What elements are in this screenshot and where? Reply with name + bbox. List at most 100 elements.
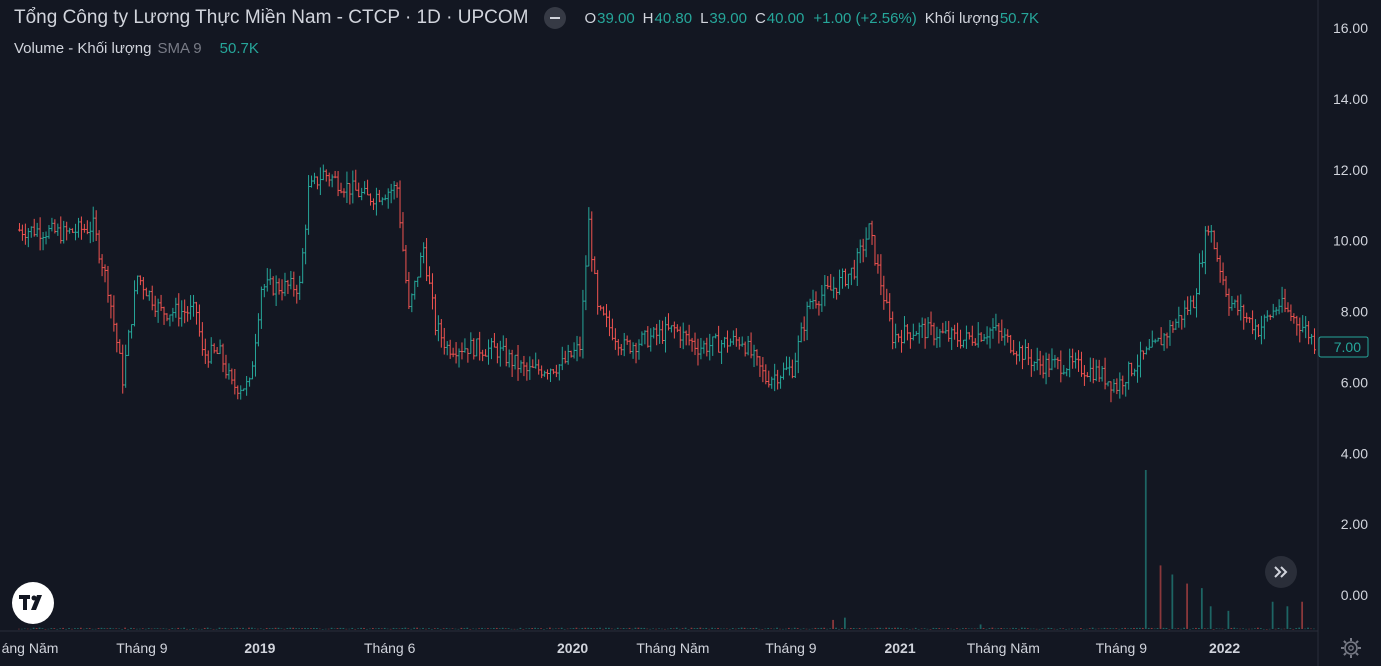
volume-sma: SMA 9 — [157, 39, 202, 57]
volume-bar — [661, 628, 663, 630]
volume-bar — [1215, 628, 1218, 629]
symbol-title[interactable]: Tổng Công ty Lương Thực Miền Nam - CTCP … — [14, 7, 529, 28]
x-tick-label: 2020 — [557, 640, 588, 656]
volume-bar — [888, 627, 891, 629]
volume-bar — [646, 628, 649, 630]
last-price-badge — [1318, 336, 1369, 358]
volume-bar — [1177, 628, 1180, 629]
volume-bar — [56, 628, 59, 630]
volume-bar — [675, 627, 678, 629]
volume-bar — [1171, 574, 1174, 629]
volume-bar — [171, 628, 174, 629]
volume-bar — [867, 628, 870, 630]
volume-bar — [265, 628, 268, 629]
volume-bar — [858, 628, 861, 629]
volume-bar — [242, 627, 244, 629]
volume-bar — [649, 628, 652, 630]
volume-bar — [1218, 628, 1221, 630]
volume-bar — [168, 628, 171, 630]
volume-bar — [528, 628, 531, 629]
volume-bar — [1254, 628, 1256, 629]
tradingview-logo-icon[interactable] — [12, 582, 54, 624]
volume-bar — [189, 628, 191, 630]
volume-bar — [1021, 627, 1023, 629]
volume-bar — [1200, 588, 1203, 629]
volume-bar — [433, 628, 436, 629]
volume-bar — [799, 628, 802, 630]
volume-bar — [1141, 627, 1144, 629]
change-value: +1.00 (+2.56%) — [813, 9, 917, 27]
minus-icon[interactable] — [544, 7, 567, 29]
volume-bar — [165, 628, 168, 630]
volume-bar — [599, 627, 601, 629]
volume-bar — [112, 628, 115, 629]
volume-bar — [1050, 628, 1053, 629]
volume-bar — [463, 628, 466, 629]
gear-icon[interactable] — [1339, 636, 1363, 660]
volume-bar — [1041, 628, 1044, 629]
volume-bar — [274, 627, 277, 629]
volume-bar — [1224, 628, 1227, 630]
volume-bar — [498, 628, 501, 629]
x-tick-label: 2019 — [244, 640, 275, 656]
volume-bar — [658, 628, 660, 629]
x-tick-label: áng Năm — [2, 640, 59, 656]
volume-bar — [460, 627, 463, 629]
volume-bar — [203, 627, 206, 629]
volume-bar — [1032, 628, 1035, 630]
volume-bar — [1251, 628, 1253, 630]
volume-bar — [404, 627, 407, 629]
volume-bar — [271, 628, 274, 629]
volume-bar — [726, 628, 728, 630]
volume-bar — [504, 628, 507, 629]
volume-bar — [838, 628, 840, 630]
volume-bar — [959, 628, 961, 630]
volume-legend[interactable]: Volume - Khối lượng SMA 9 50.7K — [14, 38, 259, 58]
volume-bar — [256, 628, 259, 630]
volume-bar — [1012, 627, 1014, 629]
volume-bar — [487, 628, 489, 629]
volume-bar — [587, 627, 590, 629]
volume-bar — [1106, 628, 1109, 629]
volume-bar — [304, 627, 306, 629]
volume-bar — [808, 628, 811, 630]
volume-bar — [215, 628, 218, 630]
volume-bar — [68, 628, 70, 629]
volume-bar — [572, 628, 575, 629]
close-key: C — [754, 9, 766, 27]
volume-bar — [841, 628, 843, 629]
volume-bar — [50, 628, 53, 629]
volume-bar — [133, 628, 135, 629]
volume-bar — [510, 628, 513, 630]
volume-bar — [383, 627, 386, 629]
volume-bar — [351, 627, 354, 629]
volume-bar — [991, 627, 994, 629]
symbol-legend: Tổng Công ty Lương Thực Miền Nam - CTCP … — [14, 6, 1039, 30]
volume-bar — [18, 628, 20, 630]
volume-bar — [1023, 627, 1026, 629]
volume-bar — [1280, 628, 1283, 630]
volume-bar — [1088, 628, 1091, 629]
volume-bar — [254, 628, 256, 629]
volume-bar — [693, 628, 696, 629]
double-chevron-right-icon[interactable] — [1265, 556, 1297, 588]
x-tick-label: Tháng 9 — [116, 640, 168, 656]
high-key: H — [642, 9, 654, 27]
volume-bar — [1150, 627, 1153, 629]
volume-bar — [876, 627, 879, 629]
volume-bar — [1035, 628, 1038, 630]
volume-bar — [481, 627, 483, 629]
volume-bar — [35, 628, 38, 629]
volume-bar — [495, 627, 498, 629]
volume-bar — [852, 628, 855, 629]
volume-bar — [428, 628, 430, 629]
volume-bar — [1301, 601, 1304, 629]
volume-bar — [894, 627, 896, 629]
volume-bar — [1304, 628, 1306, 630]
low-key: L — [700, 9, 709, 27]
volume-bar — [554, 628, 557, 629]
volume-bar — [490, 628, 492, 630]
volume-bar — [448, 628, 451, 630]
volume-bar — [1071, 628, 1073, 629]
